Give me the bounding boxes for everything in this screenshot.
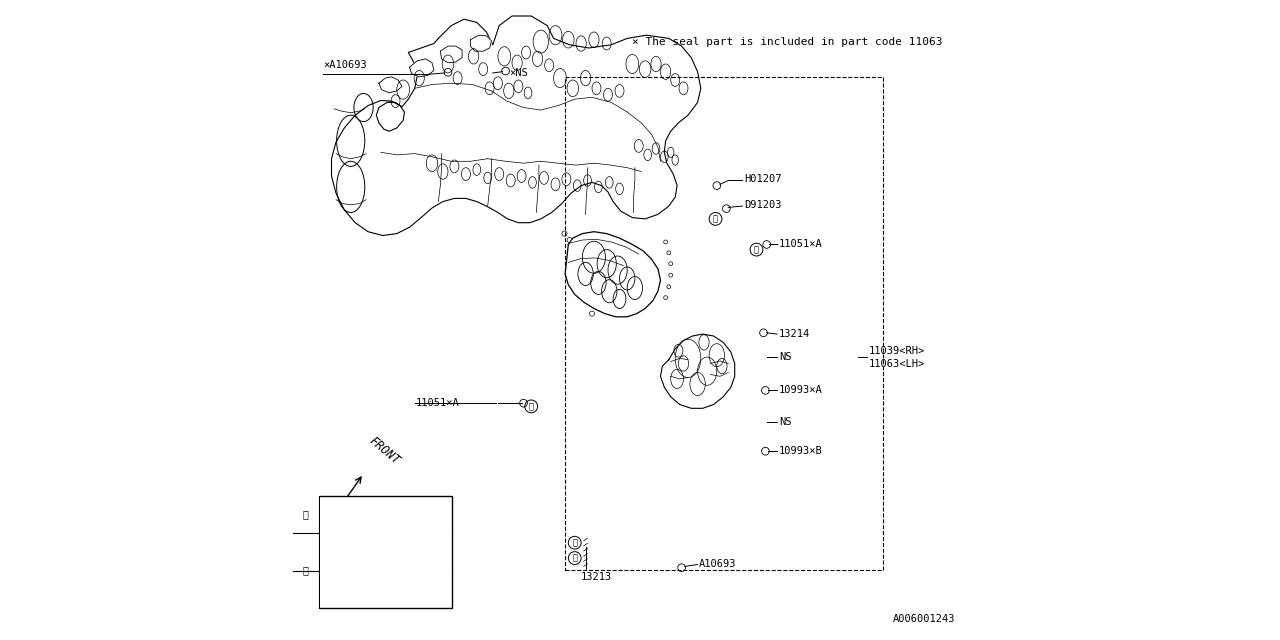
Text: 11039<RH>: 11039<RH> — [869, 346, 924, 356]
Polygon shape — [471, 35, 492, 51]
Polygon shape — [440, 46, 462, 63]
Text: NS: NS — [778, 352, 791, 362]
Text: 11063<LH>: 11063<LH> — [869, 358, 924, 369]
Text: ①: ① — [529, 402, 534, 411]
Text: A10693: A10693 — [699, 559, 736, 570]
Text: A91055 ('12MY1102->: A91055 ('12MY1102-> — [323, 556, 442, 566]
Text: A006001243: A006001243 — [892, 614, 955, 624]
Text: × The seal part is included in part code 11063: × The seal part is included in part code… — [632, 36, 942, 47]
Text: A91039 <-'11MY1108): A91039 <-'11MY1108) — [323, 538, 442, 548]
Text: 10993×A: 10993×A — [778, 385, 823, 396]
Polygon shape — [660, 334, 735, 408]
Text: 15027×A: 15027×A — [323, 509, 366, 520]
Text: 10993×B: 10993×B — [778, 446, 823, 456]
Text: ①: ① — [572, 538, 577, 547]
Text: NS: NS — [778, 417, 791, 428]
Text: H01207: H01207 — [745, 174, 782, 184]
Text: D91203: D91203 — [745, 200, 782, 210]
Text: ①: ① — [303, 509, 308, 520]
Text: ①: ① — [713, 214, 718, 223]
Text: ②: ② — [572, 554, 577, 563]
Polygon shape — [410, 59, 434, 77]
Text: ×A10693: ×A10693 — [323, 60, 367, 70]
Text: 13213: 13213 — [581, 572, 612, 582]
Text: 11051×A: 11051×A — [416, 398, 460, 408]
Text: ①: ① — [754, 245, 759, 254]
Polygon shape — [379, 77, 402, 93]
Text: ②: ② — [303, 566, 308, 575]
Text: 13214: 13214 — [778, 329, 810, 339]
Text: 11051×A: 11051×A — [778, 239, 823, 250]
Text: ×NS: ×NS — [508, 68, 527, 78]
Bar — [293, 496, 452, 608]
Polygon shape — [566, 232, 660, 317]
Bar — [566, 77, 883, 570]
Text: FRONT: FRONT — [366, 435, 402, 467]
Polygon shape — [332, 16, 701, 236]
